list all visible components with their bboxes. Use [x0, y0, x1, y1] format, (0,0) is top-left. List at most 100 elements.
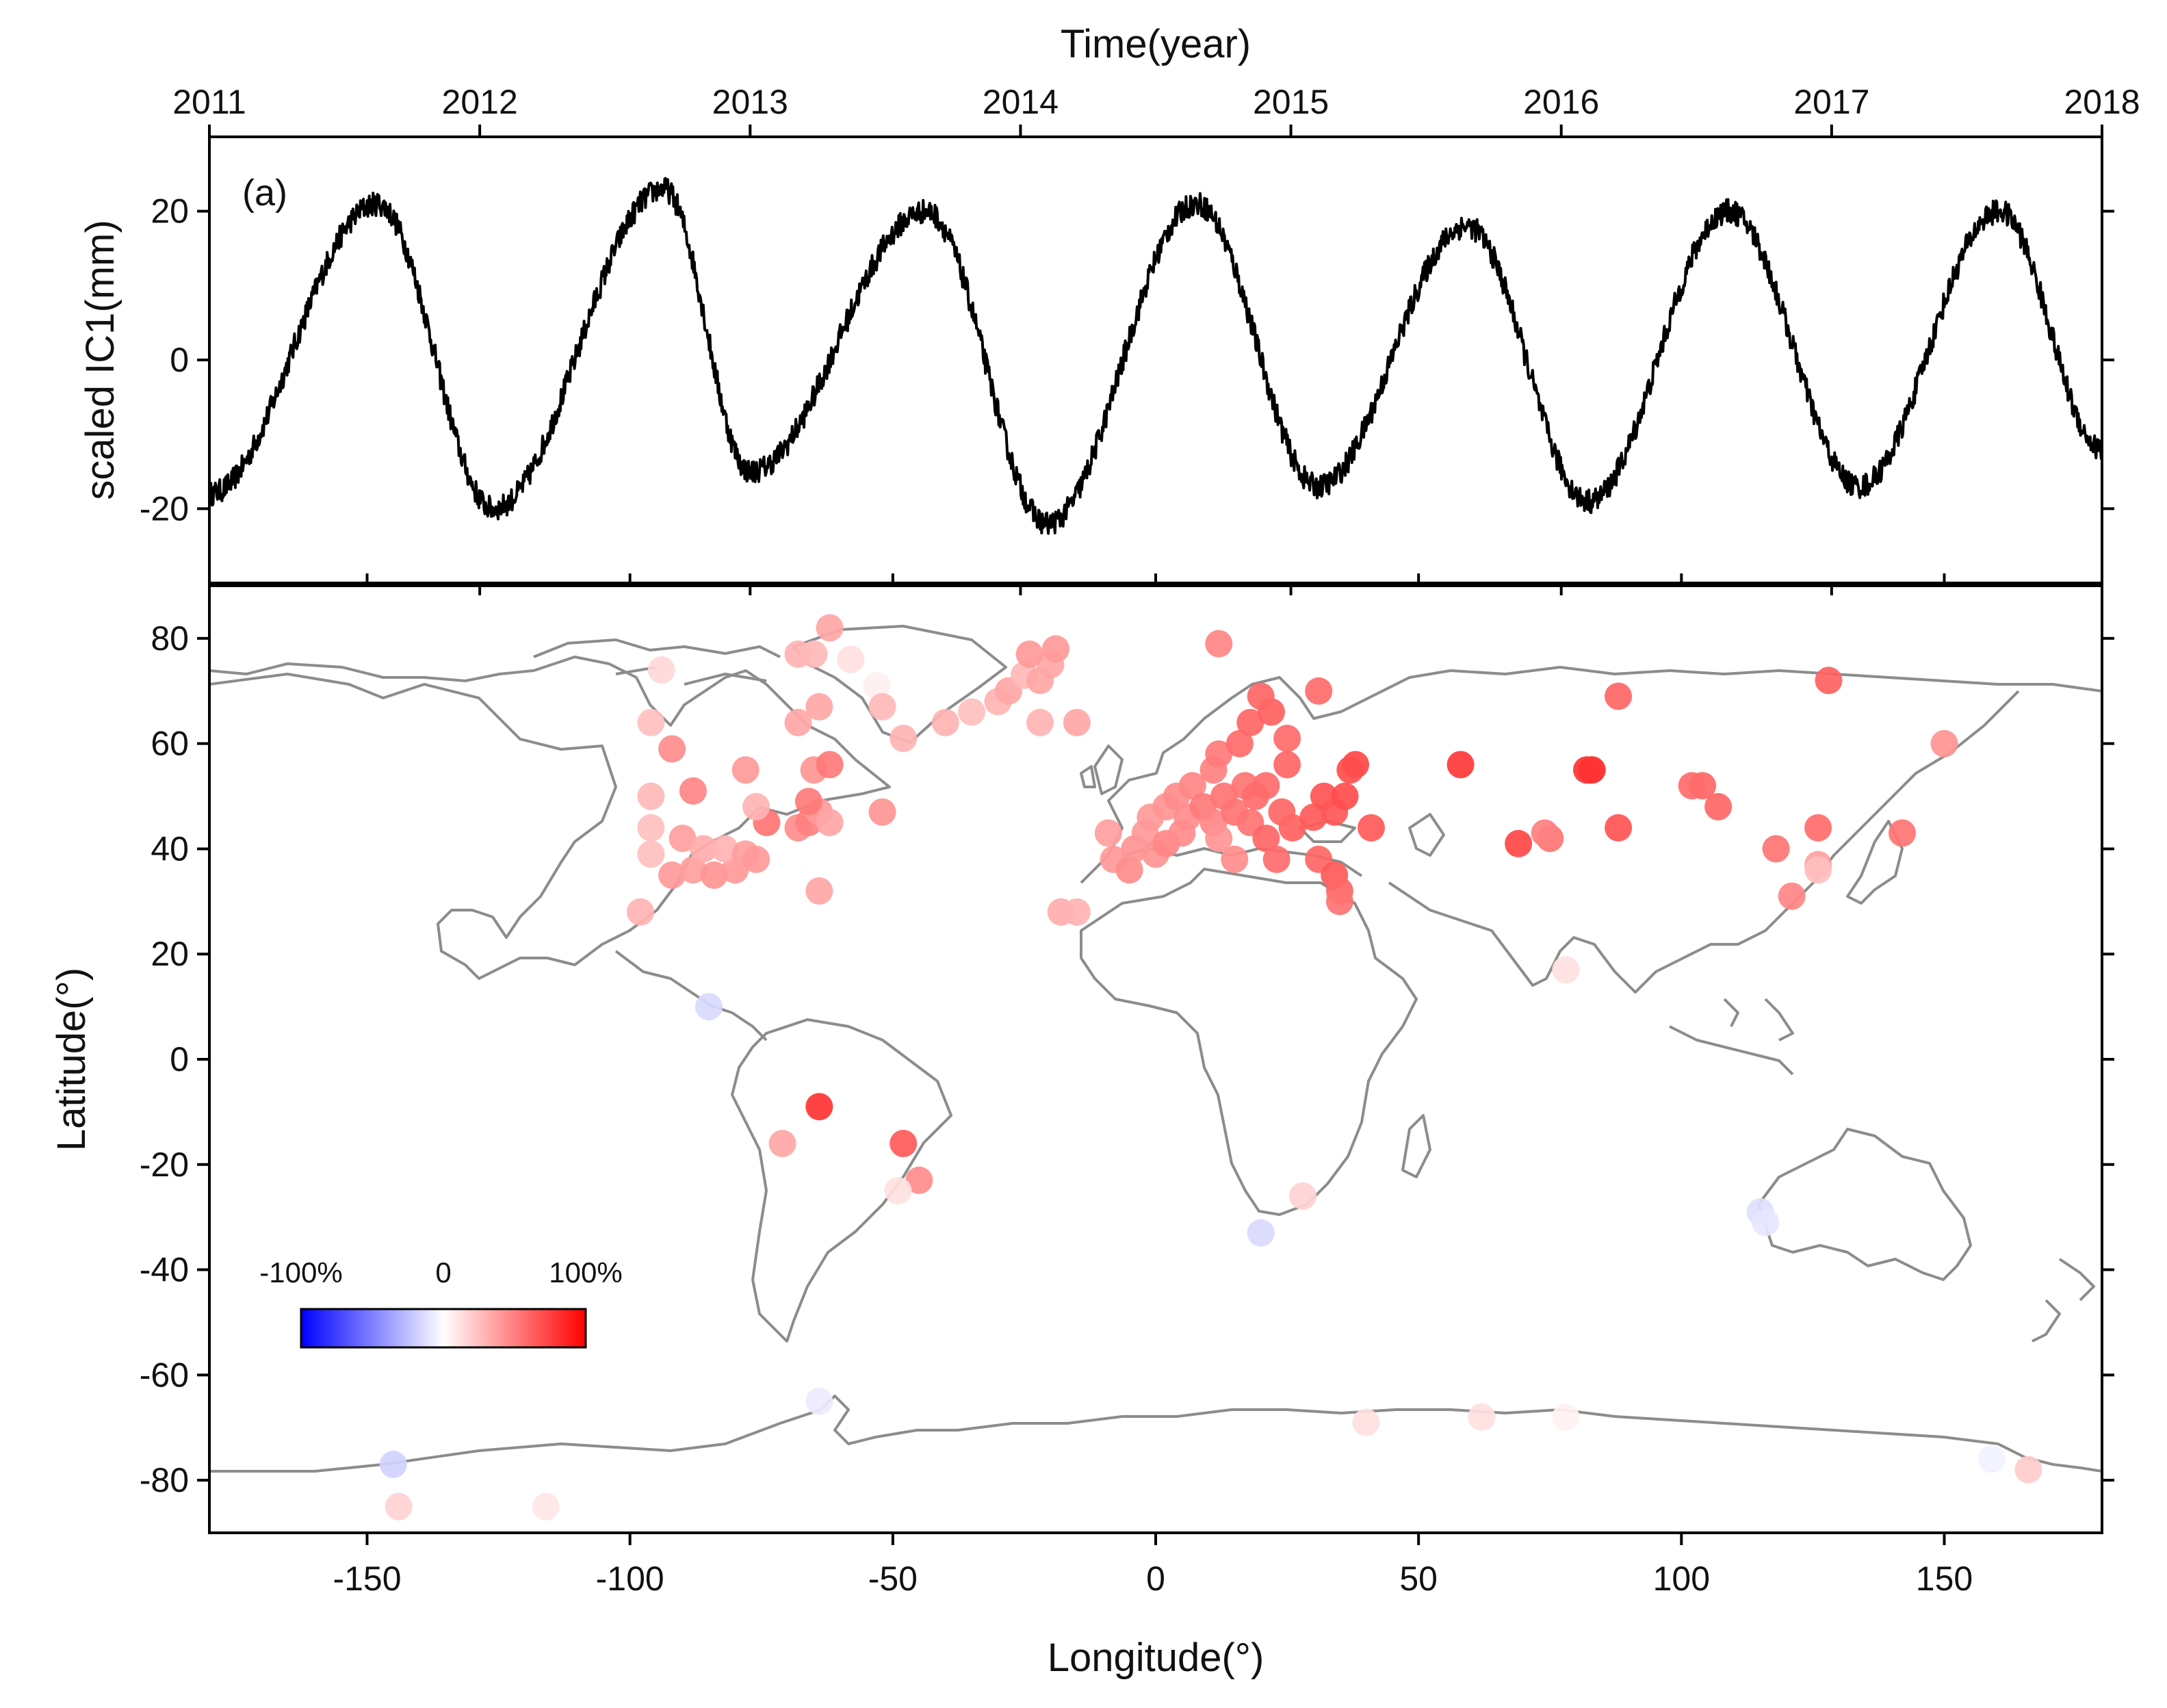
station-point — [637, 782, 665, 810]
coastline-new-zealand — [2032, 1258, 2095, 1343]
station-point — [1262, 845, 1290, 873]
coastline-madagascar — [1401, 1114, 1431, 1178]
station-point — [1225, 729, 1254, 758]
panel-b-x-tick-label: 100 — [1653, 1560, 1710, 1598]
panel-b-y-ticks: -80 -60 -40 -20 0 20 40 60 80 — [140, 619, 2114, 1499]
station-point — [1115, 856, 1143, 884]
station-point — [1305, 677, 1333, 705]
station-point — [890, 1130, 918, 1157]
station-point — [385, 1492, 413, 1521]
coastline-south-america — [731, 1018, 952, 1343]
colorbar-label-mid: 0 — [435, 1256, 451, 1289]
station-point — [647, 656, 675, 684]
panel-a-x-tick-label: 2014 — [983, 83, 1059, 121]
panel-b-y-tick-label: -60 — [140, 1356, 189, 1394]
station-point — [1273, 751, 1301, 779]
station-point — [868, 798, 896, 826]
station-point — [658, 735, 686, 763]
coastline-central-america — [614, 950, 768, 1041]
coastline-north-america — [209, 656, 891, 980]
station-point — [679, 856, 707, 884]
station-point — [2014, 1455, 2042, 1484]
panel-a-y-tick-label: 20 — [151, 192, 189, 231]
station-point — [1468, 1403, 1496, 1431]
station-point — [805, 877, 833, 905]
station-point — [1094, 819, 1122, 847]
station-point — [1252, 772, 1280, 800]
station-point — [1205, 630, 1233, 658]
coastline-eurasia — [1080, 666, 2102, 994]
station-point — [658, 861, 686, 889]
panel-b-y-tick-label: 60 — [151, 725, 189, 763]
coastline-australia — [1757, 1128, 1972, 1281]
station-point — [1678, 772, 1706, 800]
colorbar-label-max: 100% — [549, 1256, 622, 1289]
station-point — [1778, 882, 1806, 910]
station-point — [1804, 856, 1832, 884]
station-point — [800, 640, 828, 668]
station-point — [1221, 845, 1249, 873]
colorbar: -100% 0 100% — [259, 1256, 623, 1349]
station-point — [1289, 1182, 1317, 1210]
coastline-antarctica — [209, 1395, 2102, 1473]
panel-b-y-tick-label: 20 — [151, 935, 189, 973]
colorbar-gradient — [300, 1308, 587, 1349]
station-point — [863, 672, 891, 700]
colorbar-label-min: -100% — [259, 1256, 342, 1289]
panel-b-x-tick-label: -100 — [596, 1560, 664, 1598]
station-point — [1531, 819, 1559, 847]
coastline-indonesia — [1669, 998, 1794, 1076]
station-point — [837, 645, 865, 673]
panel-a-y-title: scaled IC1(mm) — [78, 220, 122, 500]
panel-a-x-tick-label: 2011 — [172, 83, 246, 121]
station-point — [742, 792, 770, 820]
station-point — [1752, 1208, 1780, 1237]
panel-b-y-tick-label: 0 — [170, 1040, 189, 1078]
station-point — [731, 756, 760, 784]
station-point — [1205, 740, 1233, 768]
station-point — [1336, 756, 1364, 784]
panel-a-y-tick-label: -20 — [140, 489, 189, 528]
station-point — [1325, 888, 1353, 916]
station-point — [742, 845, 770, 873]
station-point — [816, 751, 844, 779]
station-point — [1804, 814, 1832, 842]
panel-b-frame — [208, 584, 2103, 1534]
station-point — [627, 898, 654, 926]
station-point — [1178, 772, 1206, 800]
station-point — [1815, 667, 1843, 695]
station-point — [1247, 1219, 1275, 1247]
panel-a-x-tick-label: 2015 — [1253, 83, 1329, 121]
station-point — [637, 708, 665, 736]
panel-b-y-tick-label: -80 — [140, 1461, 189, 1499]
station-point — [700, 861, 728, 889]
station-point — [1552, 1403, 1580, 1431]
station-point — [1762, 835, 1790, 863]
panel-b-y-title: Latitude(°) — [49, 968, 94, 1151]
panel-b-y-tick-label: 40 — [151, 829, 189, 868]
station-point — [637, 814, 665, 842]
panel-tag: (a) — [242, 172, 287, 214]
station-point — [816, 614, 844, 642]
station-point — [1299, 803, 1327, 831]
station-point — [1252, 825, 1280, 853]
station-point — [884, 1177, 912, 1205]
panel-b: -150 -100 -50 0 50 100 150 -80 -60 -40 -20 0 20 40 60… — [49, 573, 2114, 1680]
station-point — [1042, 635, 1069, 663]
station-point — [690, 835, 718, 863]
coastline-europe-africa — [1080, 868, 1418, 1216]
station-point — [784, 708, 812, 736]
station-point — [1063, 898, 1091, 926]
panel-b-x-tick-label: 150 — [1916, 1560, 1973, 1598]
scatter-points — [379, 614, 2042, 1521]
station-point — [805, 1387, 833, 1415]
station-point — [890, 725, 918, 752]
station-point — [695, 993, 723, 1021]
station-point — [1063, 708, 1091, 736]
station-point — [805, 1093, 833, 1121]
station-point — [1704, 792, 1733, 820]
station-point — [1505, 829, 1533, 857]
station-point — [816, 809, 844, 836]
panel-a-x-tick-label: 2012 — [442, 83, 518, 121]
